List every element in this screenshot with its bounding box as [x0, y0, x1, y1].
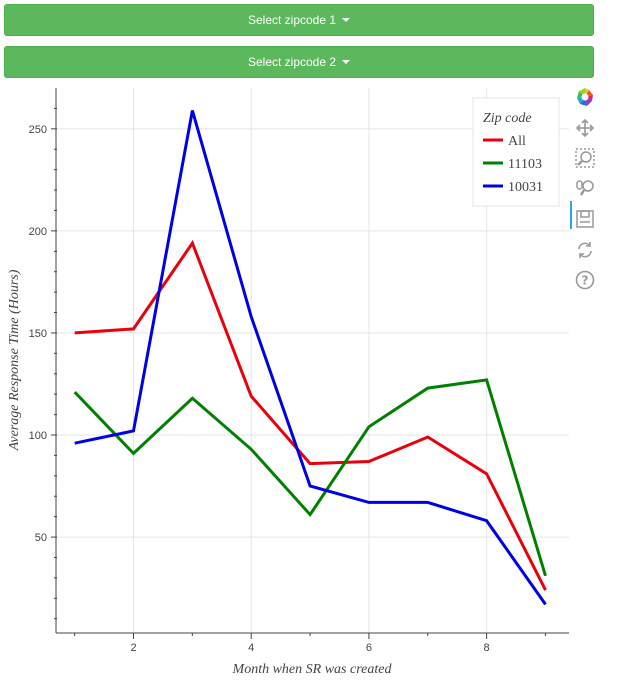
wheel-zoom-icon[interactable] [574, 177, 596, 199]
pan-icon[interactable] [574, 117, 596, 139]
x-tick-label: 6 [366, 642, 372, 654]
zipcode-2-dropdown[interactable]: Select zipcode 2 [4, 46, 594, 78]
zipcode-1-dropdown[interactable]: Select zipcode 1 [4, 4, 594, 36]
legend-label: 10031 [508, 180, 543, 195]
y-tick-label: 200 [29, 226, 47, 238]
legend-item-All: All [483, 134, 526, 149]
save-icon[interactable] [574, 208, 596, 230]
legend-label: All [508, 134, 526, 149]
y-tick-label: 150 [29, 328, 47, 340]
legend-label: 11103 [508, 157, 542, 172]
zipcode-1-dropdown-label: Select zipcode 1 [247, 13, 337, 27]
axes [55, 88, 569, 634]
series-line-11103 [73, 378, 547, 577]
series-line-10031 [74, 110, 547, 606]
series-lines [73, 110, 547, 606]
active-tool-indicator [570, 201, 572, 229]
zipcode-2-dropdown-label: Select zipcode 2 [247, 55, 337, 69]
help-icon[interactable]: ? [574, 269, 596, 291]
legend-box [472, 97, 560, 207]
legend-item-11103: 11103 [483, 157, 542, 172]
x-ticks: 2 4 6 8 [74, 633, 546, 654]
caret-down-icon [342, 60, 351, 64]
box-zoom-icon[interactable] [574, 147, 596, 169]
svg-text:?: ? [582, 274, 589, 288]
x-axis-label: Month when SR was created [232, 662, 393, 677]
x-tick-label: 8 [484, 642, 490, 654]
x-tick-label: 2 [130, 642, 136, 654]
bokeh-logo-icon[interactable] [574, 86, 596, 108]
caret-down-icon [342, 18, 351, 22]
series-line-All [74, 239, 547, 591]
y-tick-label: 100 [29, 430, 47, 442]
y-tick-label: 250 [29, 124, 47, 136]
reset-icon[interactable] [574, 239, 596, 261]
legend-item-10031: 10031 [483, 180, 543, 195]
legend: Zip code All 11103 10031 [472, 97, 560, 207]
y-ticks: 50 100 150 200 250 [29, 107, 57, 620]
x-tick-label: 4 [248, 642, 254, 654]
y-tick-label: 50 [35, 532, 47, 544]
line-chart[interactable]: 2 4 6 8 50 100 150 200 250 Month when SR was cr… [0, 86, 570, 686]
legend-title: Zip code [483, 111, 532, 126]
y-axis-label: Average Response Time (Hours) [7, 269, 22, 451]
